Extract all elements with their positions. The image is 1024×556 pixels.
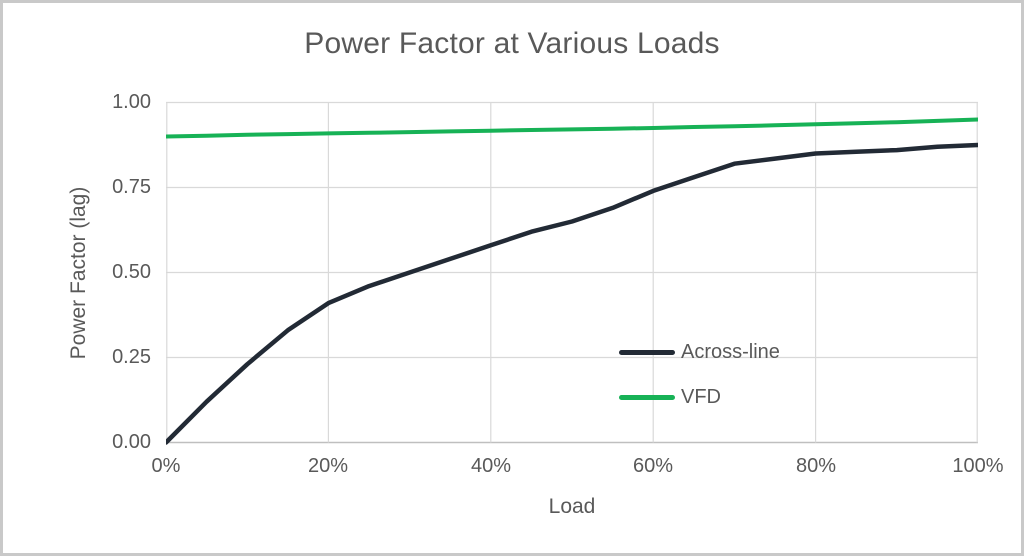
gridlines — [166, 101, 978, 444]
y-tick-label: 0.75 — [112, 176, 151, 198]
y-tick-label: 0.25 — [112, 346, 151, 368]
x-tick-label: 0% — [151, 455, 181, 477]
legend-label: Across-line — [681, 340, 780, 363]
chart-title: Power Factor at Various Loads — [304, 27, 720, 60]
x-tick-label: 20% — [307, 455, 349, 477]
series-line-vfd — [166, 117, 978, 139]
across-line-swatch — [619, 349, 675, 355]
x-tick-label: 100% — [952, 455, 1004, 477]
vfd-swatch — [619, 394, 675, 400]
y-tick-label: 0.00 — [112, 431, 151, 453]
legend-item-vfd: VFD — [619, 385, 721, 409]
x-axis-title: Load — [548, 495, 596, 518]
legend-item-across-line: Across-line — [619, 340, 780, 364]
y-tick-label: 1.00 — [112, 91, 151, 113]
plot-area — [166, 101, 978, 445]
x-tick-label: 80% — [795, 455, 837, 477]
y-axis-title: Power Factor (lag) — [67, 186, 90, 360]
x-tick-label: 60% — [632, 455, 674, 477]
x-tick-label: 40% — [470, 455, 512, 477]
legend-label: VFD — [681, 385, 721, 408]
series-lines — [166, 117, 978, 445]
series-line-across-line — [166, 142, 978, 445]
y-tick-label: 0.50 — [112, 261, 151, 283]
